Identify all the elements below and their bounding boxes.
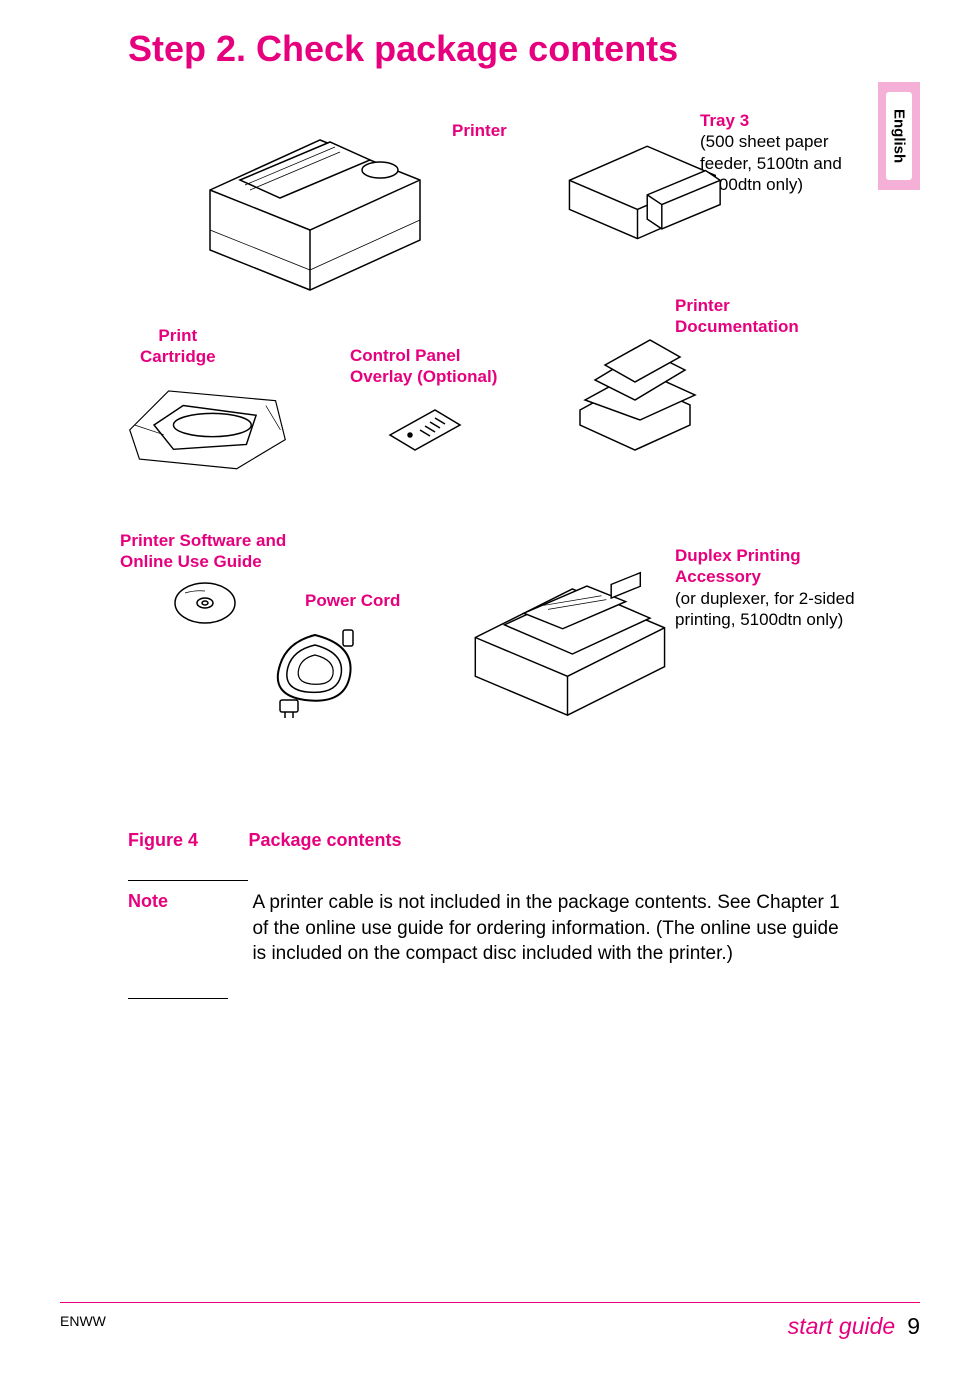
print-cartridge-l2: Cartridge: [140, 346, 216, 367]
control-panel-l1: Control Panel: [350, 345, 497, 366]
printer-label: Printer: [452, 120, 507, 141]
figure-number: Figure 4: [128, 830, 198, 850]
control-panel-label: Control Panel Overlay (Optional): [350, 345, 497, 388]
control-panel-l2: Overlay (Optional): [350, 366, 497, 387]
footer-page-number: 9: [907, 1313, 920, 1339]
print-cartridge-illustration: [120, 370, 295, 480]
printer-docs-illustration: [555, 325, 705, 455]
package-diagram: Printer Tray 3 (500 sheet paper feeder, …: [120, 100, 890, 750]
duplex-sub: (or duplexer, for 2-sided printing, 5100…: [675, 588, 855, 631]
footer-divider: [60, 1302, 920, 1303]
cd-illustration: [170, 578, 240, 628]
note-label: Note: [128, 880, 248, 912]
figure-caption-row: Figure 4 Package contents: [128, 830, 888, 851]
tray3-label: Tray 3 (500 sheet paper feeder, 5100tn a…: [700, 110, 880, 195]
figure-caption: Package contents: [248, 830, 401, 850]
duplex-illustration: [455, 555, 680, 720]
language-label: English: [891, 109, 908, 163]
printer-docs-l1: Printer: [675, 295, 799, 316]
note-body: A printer cable is not included in the p…: [252, 880, 842, 967]
printer-illustration: [170, 110, 440, 300]
duplex-l2: Accessory: [675, 566, 855, 587]
control-panel-illustration: [380, 400, 470, 460]
print-cartridge-label: Print Cartridge: [140, 325, 216, 368]
power-cord-label: Power Cord: [305, 590, 400, 611]
software-guide-l1: Printer Software and: [120, 530, 286, 551]
page-footer: ENWW start guide 9: [60, 1302, 920, 1340]
tray3-sub: (500 sheet paper feeder, 5100tn and 5100…: [700, 131, 880, 195]
page-title: Step 2. Check package contents: [128, 28, 678, 70]
duplex-label: Duplex Printing Accessory (or duplexer, …: [675, 545, 855, 630]
tray3-illustration: [550, 125, 725, 255]
duplex-l1: Duplex Printing: [675, 545, 855, 566]
print-cartridge-l1: Print: [140, 325, 216, 346]
note-underline: [128, 998, 228, 999]
note-block: Note A printer cable is not included in …: [128, 880, 888, 967]
power-cord-illustration: [255, 620, 375, 725]
footer-right: start guide 9: [788, 1313, 920, 1340]
software-guide-label: Printer Software and Online Use Guide: [120, 530, 286, 573]
software-guide-l2: Online Use Guide: [120, 551, 286, 572]
footer-guide-label: start guide: [788, 1313, 895, 1339]
footer-left: ENWW: [60, 1313, 106, 1329]
